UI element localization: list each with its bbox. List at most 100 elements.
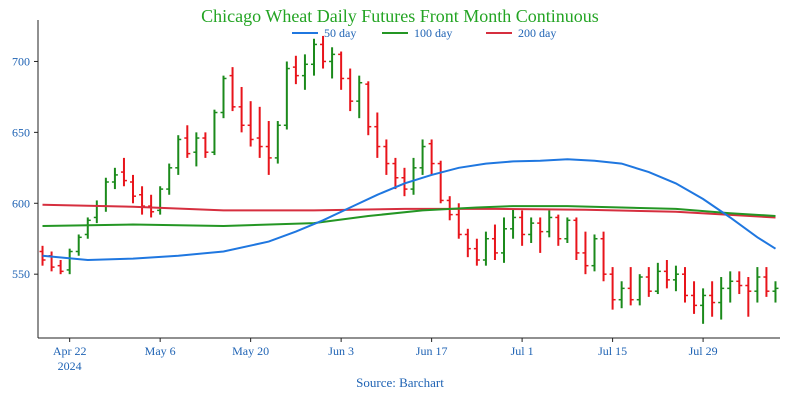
ohlc-bar: [672, 265, 679, 292]
ohlc-bar: [410, 157, 417, 195]
chart-title: Chicago Wheat Daily Futures Front Month …: [201, 6, 599, 26]
ohlc-bar: [84, 217, 91, 239]
legend-item: 100 day: [382, 26, 452, 40]
ohlc-bar: [365, 81, 372, 136]
ohlc-bar: [274, 121, 281, 164]
ohlc-bar: [564, 217, 571, 243]
ohlc-bar: [654, 262, 661, 295]
ohlc-bar: [130, 174, 137, 204]
ohlc-bar: [329, 47, 336, 79]
x-tick-label: Apr 22: [53, 344, 87, 358]
ohlc-bar: [283, 61, 290, 130]
ohlc-bar: [175, 135, 182, 175]
ohlc-bar: [347, 68, 354, 112]
source-label: Source: Barchart: [356, 375, 444, 390]
legend-item: 50 day: [292, 26, 356, 40]
ohlc-bar: [591, 234, 598, 272]
ohlc-bar: [636, 274, 643, 306]
ohlc-bar: [745, 277, 752, 317]
ohlc-bar: [555, 214, 562, 246]
ohlc-bar: [718, 277, 725, 320]
ohlc-bar: [356, 75, 363, 119]
x-tick-year-label: 2024: [58, 359, 82, 373]
ohlc-bar: [265, 121, 272, 175]
ohlc-bar: [627, 267, 634, 306]
ohlc-bar: [48, 251, 55, 272]
x-tick-label: May 20: [232, 344, 269, 358]
ohlc-bar: [663, 260, 670, 289]
ohlc-bar: [301, 54, 308, 90]
ohlc-bar: [482, 231, 489, 266]
y-tick-label: 600: [12, 196, 30, 210]
ohlc-bar: [66, 248, 73, 275]
ohlc-bar: [609, 267, 616, 310]
ohlc-bar: [166, 163, 173, 195]
ohlc-bar: [528, 217, 535, 243]
x-tick-label: Jun 3: [328, 344, 354, 358]
x-tick-label: Jul 15: [598, 344, 627, 358]
y-tick-label: 550: [12, 267, 30, 281]
ohlc-bar: [473, 238, 480, 266]
ohlc-bar: [736, 271, 743, 295]
ohlc-bar: [645, 267, 652, 297]
legend: 50 day 100 day 200 day: [292, 26, 556, 40]
x-tick-label: May 6: [145, 344, 176, 358]
ohlc-bar: [193, 132, 200, 167]
ma50-line: [42, 158, 777, 262]
ohlc-bar: [709, 281, 716, 317]
ohlc-bar: [238, 86, 245, 133]
ohlc-bar: [120, 157, 127, 187]
ohlc-bar: [220, 75, 227, 119]
ohlc-bar: [546, 210, 553, 238]
ohlc-bar: [247, 101, 254, 147]
ma100-line: [42, 205, 776, 228]
ohlc-bar: [582, 231, 589, 275]
ohlc-bar: [419, 139, 426, 175]
ohlc-bar: [310, 38, 317, 76]
ohlc-bar: [618, 281, 625, 309]
ohlc-bar: [464, 228, 471, 258]
x-tick-label: Jun 17: [416, 344, 448, 358]
ohlc-bar: [202, 132, 209, 158]
ohlc-bar: [510, 208, 517, 239]
ohlc-bar: [111, 167, 118, 190]
ohlc-bar: [537, 217, 544, 253]
ohlc-bar: [139, 186, 146, 215]
ohlc-bar: [428, 139, 435, 175]
ohlc-bar: [519, 210, 526, 246]
ohlc-bar: [256, 106, 263, 158]
ohlc-bar: [600, 231, 607, 282]
ohlc-bar: [338, 51, 345, 90]
ohlc-bar: [392, 157, 399, 190]
plot-area: [39, 35, 779, 324]
ohlc-bar: [681, 267, 688, 303]
ohlc-bar: [93, 200, 100, 224]
ohlc-bar: [292, 55, 299, 85]
ohlc-bar: [691, 281, 698, 314]
ohlc-bar: [157, 186, 164, 215]
ohlc-bar: [763, 267, 770, 297]
ohlc-bar: [374, 112, 381, 158]
ohlc-bar: [184, 125, 191, 158]
ohlc-bar: [383, 139, 390, 175]
ohlc-bar: [491, 224, 498, 260]
legend-item: 200 day: [486, 26, 556, 40]
ohlc-bar: [148, 194, 155, 218]
ohlc-bar: [229, 67, 236, 112]
ohlc-bar: [211, 109, 218, 156]
legend-label: 100 day: [414, 26, 452, 40]
ohlc-bar: [57, 260, 64, 275]
ohlc-bar: [437, 160, 444, 204]
ohlc-bar: [754, 267, 761, 303]
y-tick-label: 650: [12, 125, 30, 139]
ohlc-bar: [772, 281, 779, 303]
y-axis: 550 600 650 700: [12, 20, 39, 338]
ma200-line: [42, 203, 776, 219]
legend-label: 50 day: [324, 26, 356, 40]
ohlc-bar: [727, 271, 734, 303]
ohlc-bar: [700, 288, 707, 324]
ohlc-bar: [320, 35, 327, 69]
ohlc-bar: [401, 167, 408, 197]
